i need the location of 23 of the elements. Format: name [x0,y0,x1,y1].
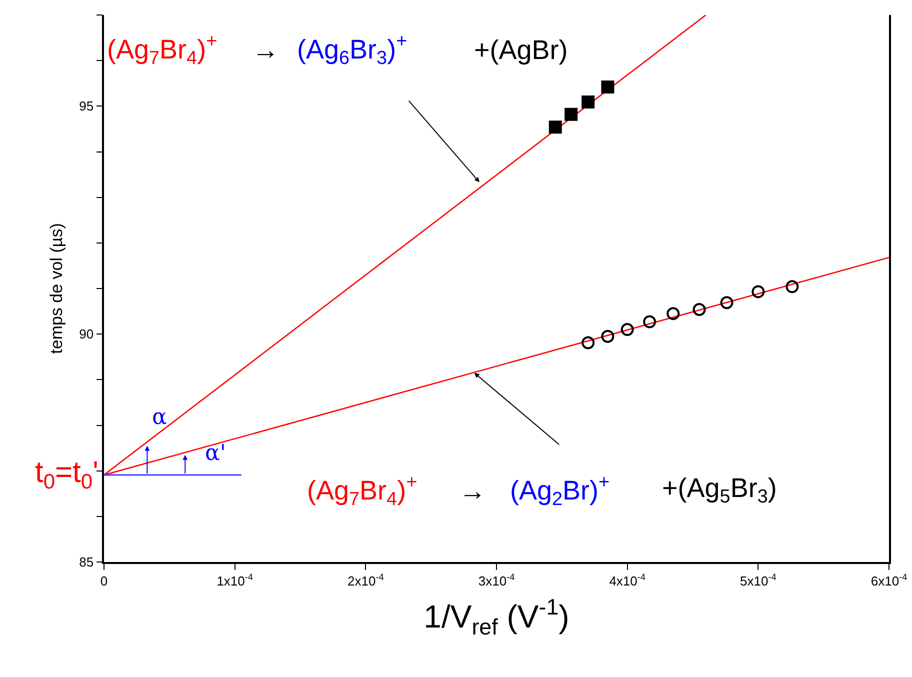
annotation: (Ag$_{6}$Br$_{3}$)$^{+}$ [297,31,408,70]
annotation: (Ag$_{7}$Br$_{4}$)$^{+}$ [107,31,218,70]
annotation: +(AgBr) [474,35,568,65]
y-axis-title: temps de vol (µs) [47,223,66,354]
x-tick-label: 0 [100,573,108,588]
annotation: → [459,476,486,506]
x-tick-label: 2x10$^{-4}$ [348,572,384,588]
annotation: +(Ag$_{5}$Br$_{3}$) [662,473,777,508]
x-tick-label: 3x10$^{-4}$ [478,572,515,588]
y-tick-label: 95 [79,98,94,114]
y-tick-label: 90 [79,326,94,342]
x-axis-title: 1/V$_{ref}$ (V$^{-1}$) [424,594,570,640]
annotation: → [252,35,279,65]
x-tick-label: 4x10$^{-4}$ [609,572,646,588]
y-tick-label: 85 [79,554,94,570]
text: t$_{0}$=t$_{0}$' [35,456,98,494]
annotation: (Ag$_{2}$Br)$^{+}$ [510,472,610,510]
x-tick-label: 6x10$^{-4}$ [870,572,908,588]
x-tick-label: 1x10$^{-4}$ [216,572,253,588]
annotation: (Ag$_{7}$Br$_{4}$)$^{+}$ [307,472,418,510]
annotation: α' [205,441,226,466]
annotation: α [152,405,167,430]
x-tick-label: 5x10$^{-4}$ [740,572,776,588]
